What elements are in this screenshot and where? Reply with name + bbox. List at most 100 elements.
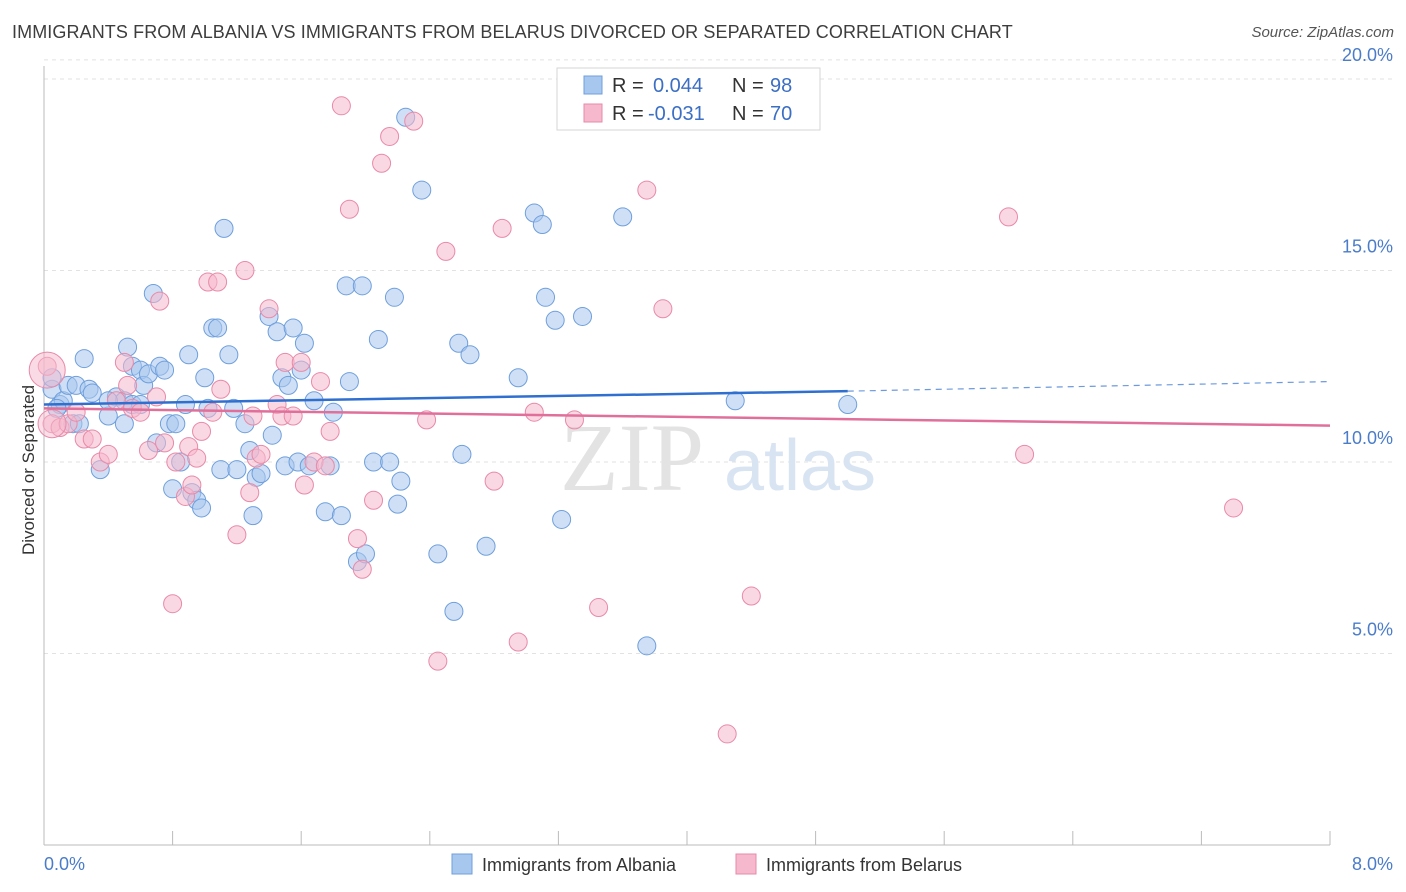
data-point	[208, 318, 228, 338]
data-point	[278, 375, 298, 395]
data-point	[428, 651, 448, 671]
bottom-legend: Immigrants from Albania Immigrants from …	[451, 853, 962, 875]
legend-r-value-albania: 0.044	[653, 75, 703, 97]
data-point	[166, 414, 186, 434]
data-point	[291, 352, 311, 372]
data-point	[508, 368, 528, 388]
data-point	[613, 207, 633, 227]
data-point	[235, 261, 255, 280]
data-point	[637, 636, 657, 656]
x-tick-label-max: 8.0%	[1352, 854, 1393, 874]
trend-line-albania-extension	[847, 380, 1331, 392]
data-point	[155, 433, 175, 453]
data-point	[192, 421, 212, 441]
x-tick-label-min: 0.0%	[44, 854, 85, 874]
data-point	[114, 352, 134, 372]
data-point	[182, 475, 202, 495]
data-point	[294, 475, 314, 495]
x-tick-labels: 0.0% 8.0%	[44, 854, 1393, 874]
data-point	[372, 153, 392, 173]
y-tick-label: 20.0%	[1342, 45, 1393, 65]
top-legend: R = 0.044 N = 98 R = -0.031 N = 70	[556, 67, 821, 131]
y-tick-label: 15.0%	[1342, 237, 1393, 257]
data-point	[532, 215, 552, 235]
data-point	[436, 241, 456, 261]
data-point	[339, 199, 359, 219]
data-point	[259, 299, 279, 319]
data-point	[368, 329, 388, 349]
points-layer	[28, 96, 1244, 744]
data-point	[380, 126, 400, 146]
data-point	[82, 429, 102, 449]
data-point	[310, 372, 330, 392]
data-point	[195, 368, 215, 388]
legend-r-label-belarus: R =	[612, 103, 644, 125]
y-axis-title: Divorced or Separated	[19, 385, 38, 555]
data-point	[214, 218, 234, 238]
legend-n-value-albania: 98	[770, 75, 792, 97]
data-point	[187, 448, 207, 468]
data-point-cluster	[28, 351, 66, 389]
data-point	[243, 506, 263, 526]
data-point	[492, 218, 512, 238]
data-point	[179, 345, 199, 365]
data-point	[417, 410, 437, 430]
data-point	[331, 96, 351, 116]
data-point	[412, 180, 432, 200]
data-point	[428, 544, 448, 564]
data-point	[364, 490, 384, 510]
data-point	[589, 598, 609, 618]
data-point	[364, 452, 384, 472]
data-point	[166, 452, 186, 472]
data-point	[275, 352, 295, 372]
y-tick-label: 10.0%	[1342, 428, 1393, 448]
data-point	[118, 375, 138, 395]
legend-swatch-belarus	[583, 103, 603, 123]
data-point	[380, 452, 400, 472]
data-point	[536, 287, 556, 307]
data-point	[267, 322, 287, 342]
data-point-cluster	[37, 409, 67, 439]
data-point	[294, 333, 314, 353]
data-point	[404, 111, 424, 131]
y-tick-label: 5.0%	[1352, 620, 1393, 640]
data-point	[240, 483, 260, 503]
data-point	[192, 498, 212, 518]
data-point	[163, 594, 183, 614]
data-point	[347, 529, 367, 549]
data-point	[717, 724, 737, 744]
axes	[43, 66, 1331, 846]
data-point	[315, 502, 335, 522]
trend-line-albania	[43, 389, 848, 406]
data-point	[224, 398, 244, 418]
gridlines	[44, 59, 1392, 654]
data-point	[331, 506, 351, 526]
data-point	[476, 536, 496, 556]
watermark-atlas: atlas	[724, 426, 876, 506]
data-point	[66, 402, 86, 422]
legend-r-value-belarus: -0.031	[648, 103, 705, 125]
data-point	[283, 406, 303, 426]
legend-n-label-albania: N =	[732, 75, 764, 97]
data-point	[552, 509, 572, 529]
data-point	[150, 291, 170, 311]
data-point	[352, 276, 372, 296]
data-point	[1224, 498, 1244, 518]
data-point	[637, 180, 657, 200]
data-point	[444, 601, 464, 621]
data-point	[203, 402, 223, 422]
data-point	[524, 402, 544, 422]
data-point	[725, 391, 745, 411]
data-point	[564, 410, 584, 430]
source-label: Source: ZipAtlas.com	[1251, 24, 1394, 41]
data-point	[741, 586, 761, 606]
bottom-legend-label-albania: Immigrants from Albania	[482, 855, 677, 875]
data-point	[98, 444, 118, 464]
data-point	[208, 272, 228, 292]
watermark: ZIP atlas	[560, 404, 876, 511]
data-point	[211, 460, 231, 480]
trend-line-belarus	[43, 407, 1331, 427]
data-point	[452, 444, 472, 464]
data-point	[573, 306, 593, 326]
